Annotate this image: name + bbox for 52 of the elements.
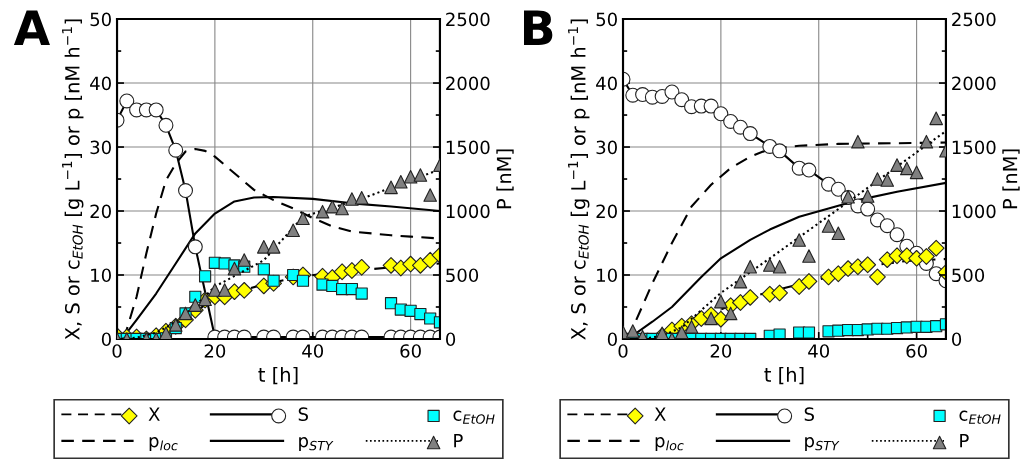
y-tick-label: 10 [91, 268, 111, 283]
y-tick-label: 20 [90, 204, 111, 219]
y-axis-title: X, S or c$_{EtOH}$ [g L$^{−1}$] or p [nM h$^{−1}$] [568, 19, 590, 340]
legend-label: S [804, 407, 814, 421]
legend-label: c$_{EtOH}$ [959, 410, 1001, 424]
x-tick-label: 20 [204, 344, 226, 358]
y-tick-label: 0 [607, 332, 617, 347]
x-tick-label: 40 [808, 344, 830, 358]
y-tick-label: 50 [90, 12, 111, 27]
legend-label: c$_{EtOH}$ [453, 410, 495, 424]
x-tick-label: 0 [112, 344, 122, 358]
y-tick-label: 40 [596, 76, 617, 91]
y2-tick-label: 2000 [446, 76, 490, 91]
y2-tick-label: 1000 [446, 204, 490, 219]
x-axis-title: t [h] [258, 366, 298, 385]
y2-tick-label: 1500 [446, 140, 490, 155]
x-axis-title: t [h] [764, 366, 804, 385]
y2-tick-label: 2500 [446, 12, 490, 27]
legend-label: P [960, 434, 969, 448]
y2-axis-title: P [nM] [1002, 149, 1020, 209]
y-tick-label: 0 [101, 332, 111, 347]
legend-label: p$_{STY}$ [299, 437, 334, 451]
y-tick-label: 40 [90, 76, 111, 91]
y-tick-label: 30 [90, 140, 111, 155]
y2-tick-label: 1500 [952, 140, 996, 155]
y2-tick-label: 500 [952, 268, 985, 283]
y2-tick-label: 500 [446, 268, 479, 283]
legend-label: p$_{STY}$ [805, 437, 840, 451]
y2-tick-label: 1000 [952, 204, 996, 219]
x-tick-label: 60 [906, 344, 927, 358]
y2-tick-label: 2000 [952, 76, 996, 91]
legend-label: p$_{loc}$ [149, 437, 178, 451]
x-tick-label: 20 [710, 344, 732, 358]
legend-label: P [454, 434, 463, 448]
legend-label: X [148, 407, 160, 421]
y2-tick-label: 2500 [952, 12, 996, 27]
chart-title: A [13, 10, 50, 45]
y2-tick-label: 0 [446, 332, 456, 347]
legend-label: p$_{loc}$ [655, 437, 684, 451]
y2-axis-title: P [nM] [496, 149, 514, 209]
legend-label: S [298, 407, 308, 421]
y-tick-label: 10 [597, 268, 617, 283]
legend-label: X [654, 407, 666, 421]
y2-tick-label: 0 [952, 332, 962, 347]
x-tick-label: 0 [618, 344, 628, 358]
y-tick-label: 30 [596, 140, 617, 155]
chart-title: B [524, 10, 553, 45]
y-axis-title: X, S or c$_{EtOH}$ [g L$^{−1}$] or p [nM h$^{−1}$] [62, 19, 84, 340]
y-tick-label: 20 [596, 204, 617, 219]
x-tick-label: 60 [400, 344, 421, 358]
y-tick-label: 50 [596, 12, 617, 27]
x-tick-label: 40 [302, 344, 324, 358]
